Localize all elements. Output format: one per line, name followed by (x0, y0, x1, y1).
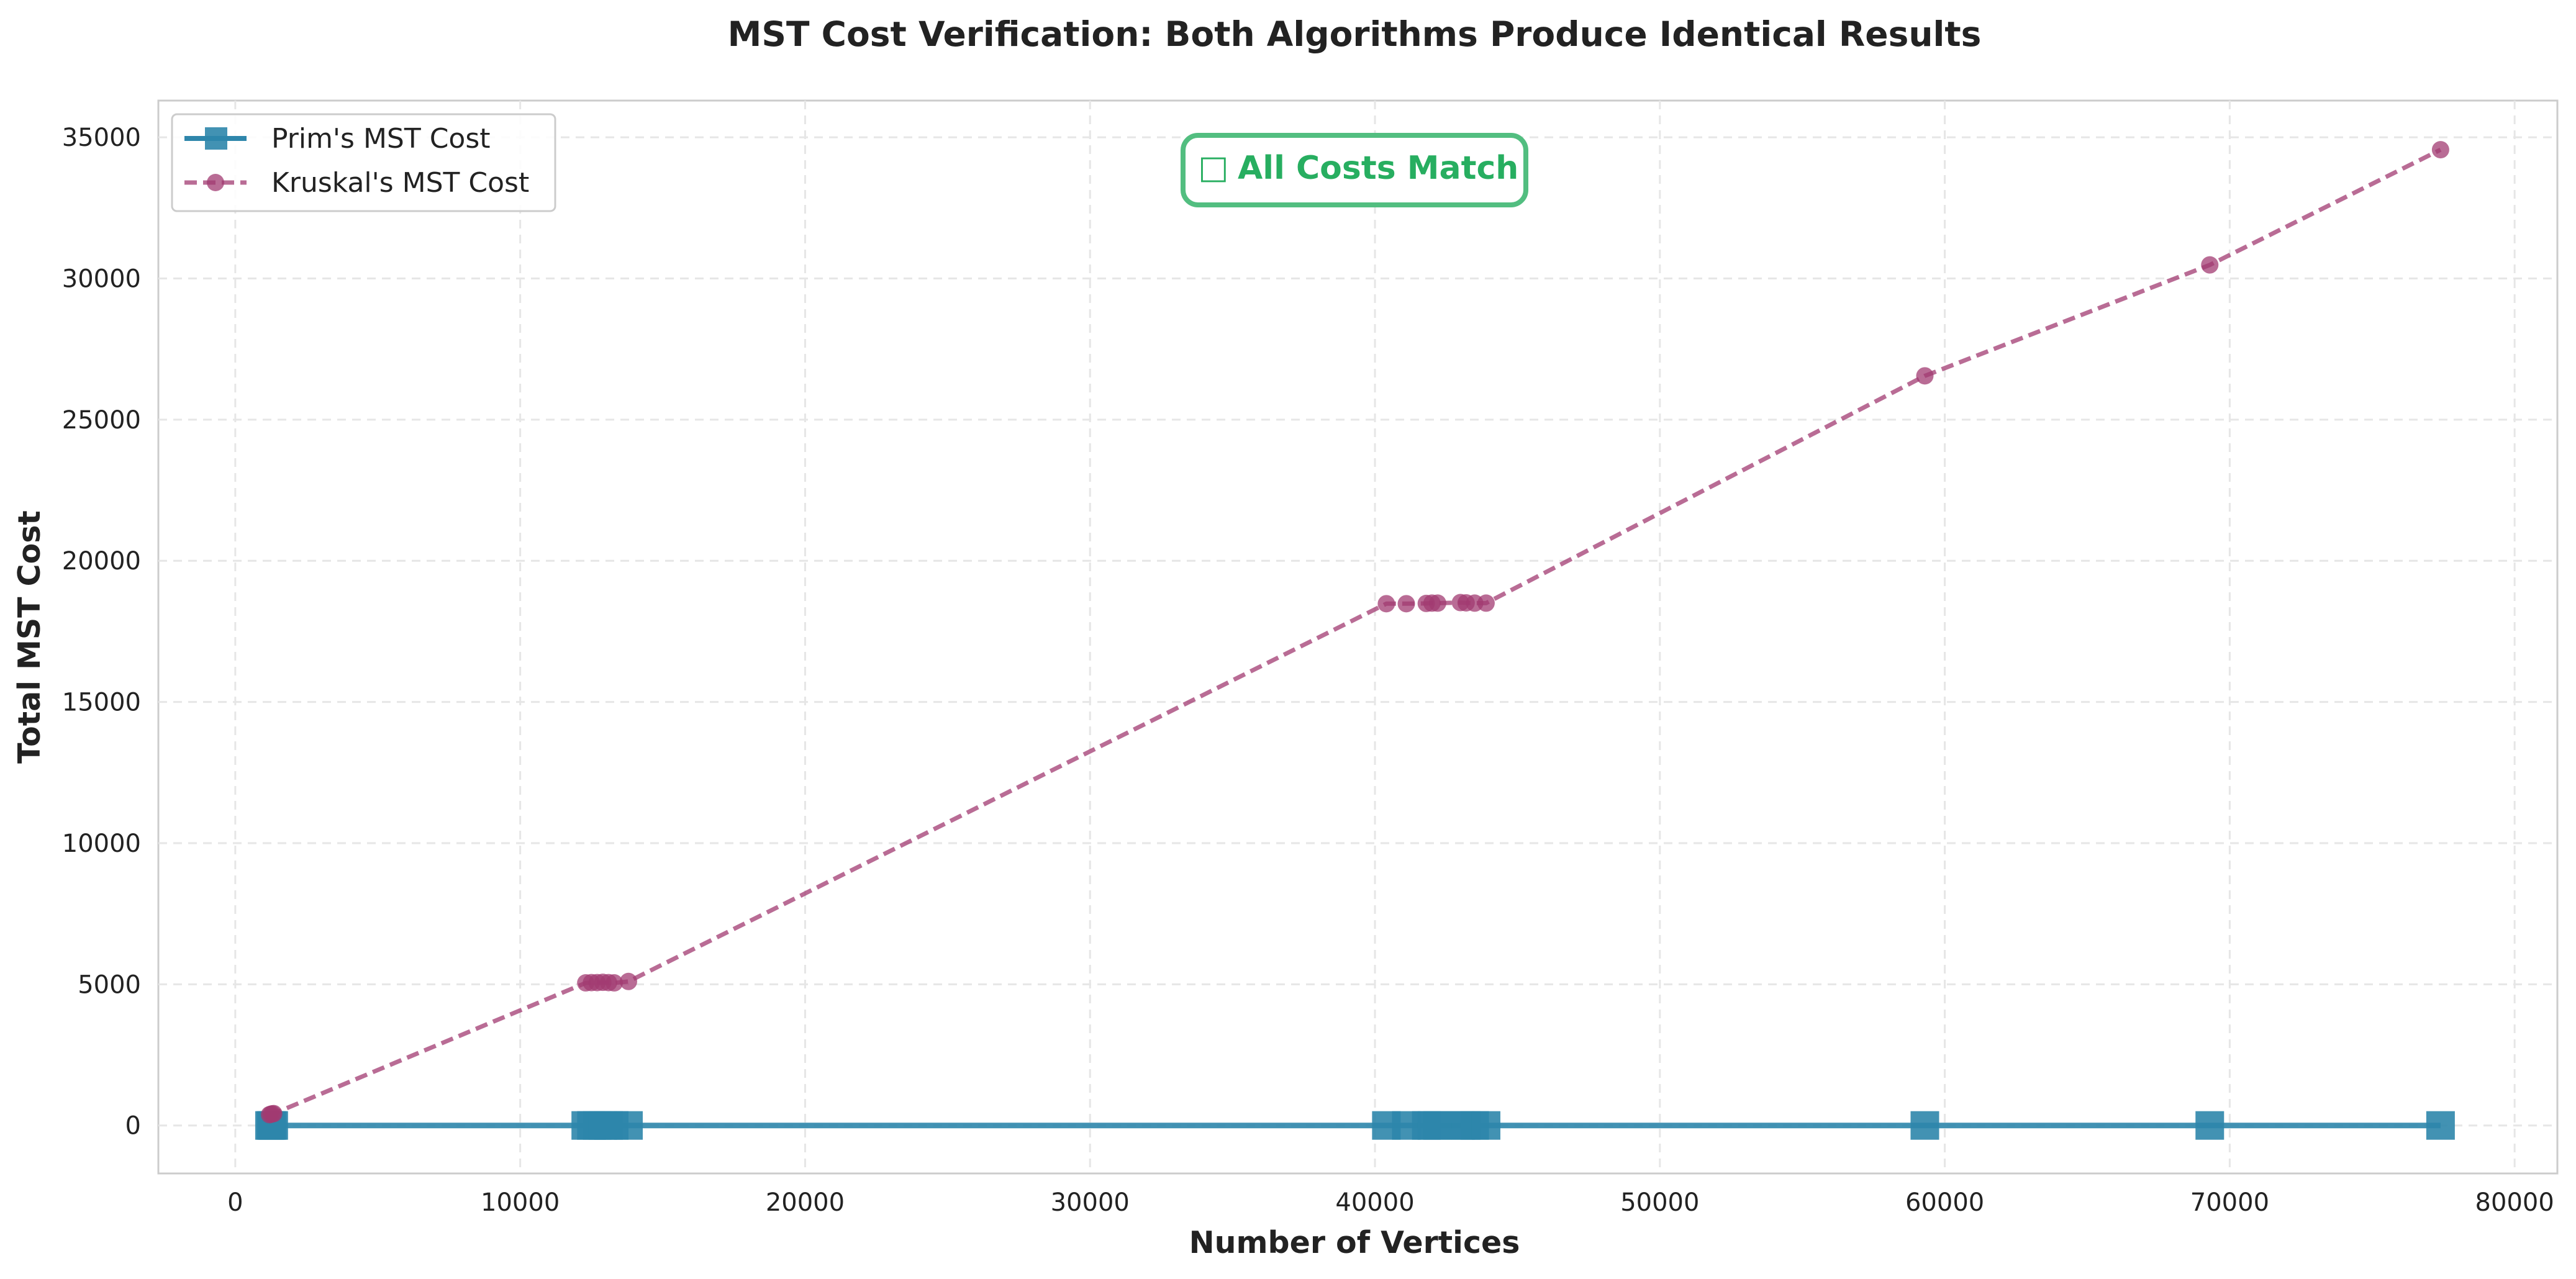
legend-kruskal-marker (207, 174, 224, 191)
x-tick-label: 60000 (1905, 1188, 1984, 1217)
x-tick-label: 40000 (1335, 1188, 1414, 1217)
y-tick-label: 10000 (62, 829, 141, 858)
chart-title: MST Cost Verification: Both Algorithms P… (728, 14, 1982, 54)
legend-prim-label: Prim's MST Cost (271, 123, 491, 155)
y-tick-label: 30000 (62, 264, 141, 293)
plot-frame (157, 99, 2559, 1175)
x-tick-label: 80000 (2475, 1188, 2554, 1217)
x-tick-label: 50000 (1620, 1188, 1699, 1217)
data-point (2426, 1111, 2455, 1140)
x-tick-label: 30000 (1051, 1188, 1130, 1217)
y-tick-label: 5000 (78, 970, 141, 999)
x-tick-label: 10000 (481, 1188, 560, 1217)
x-axis-ticks: 0 10000 20000 30000 40000 50000 60000 70000 8000… (227, 1188, 2554, 1217)
data-point (614, 1111, 643, 1140)
legend: Prim's MST Cost Kruskal's MST Cost (171, 113, 556, 212)
data-point (620, 972, 638, 990)
data-point (1377, 595, 1395, 613)
data-point (1477, 594, 1495, 612)
data-point (2201, 256, 2219, 274)
y-tick-label: 15000 (62, 689, 141, 717)
x-axis-label: Number of Vertices (1189, 1225, 1520, 1260)
y-tick-label: 35000 (62, 124, 141, 152)
annotation-badge: □ All Costs Match (1181, 133, 1528, 207)
data-point (1471, 1111, 1500, 1140)
legend-prim-marker (205, 127, 227, 150)
plot-area (157, 99, 2559, 1175)
annotation-box (1181, 133, 1528, 207)
data-point (1397, 595, 1415, 613)
legend-frame (171, 113, 556, 212)
y-tick-label: 25000 (62, 406, 141, 435)
x-tick-label: 20000 (766, 1188, 845, 1217)
data-point (1916, 367, 1934, 385)
data-point (2195, 1111, 2225, 1140)
series-layer (255, 141, 2455, 1140)
legend-kruskal-label: Kruskal's MST Cost (271, 167, 529, 199)
y-axis-label: Total MST Cost (12, 510, 47, 764)
y-axis-ticks: 0 5000 10000 15000 20000 25000 30000 35000 (62, 124, 141, 1141)
series-0 (255, 1111, 2455, 1140)
check-icon: □ (1198, 149, 1228, 186)
data-point (2431, 141, 2449, 159)
x-tick-label: 0 (227, 1188, 243, 1217)
series-1 (260, 141, 2449, 1124)
annotation-text: All Costs Match (1238, 150, 1518, 187)
data-point (605, 974, 624, 992)
x-tick-label: 70000 (2190, 1188, 2269, 1217)
data-point (1428, 594, 1446, 612)
data-point (265, 1105, 283, 1123)
data-point (1910, 1111, 1939, 1140)
y-tick-label: 20000 (62, 547, 141, 576)
y-tick-label: 0 (125, 1112, 141, 1141)
